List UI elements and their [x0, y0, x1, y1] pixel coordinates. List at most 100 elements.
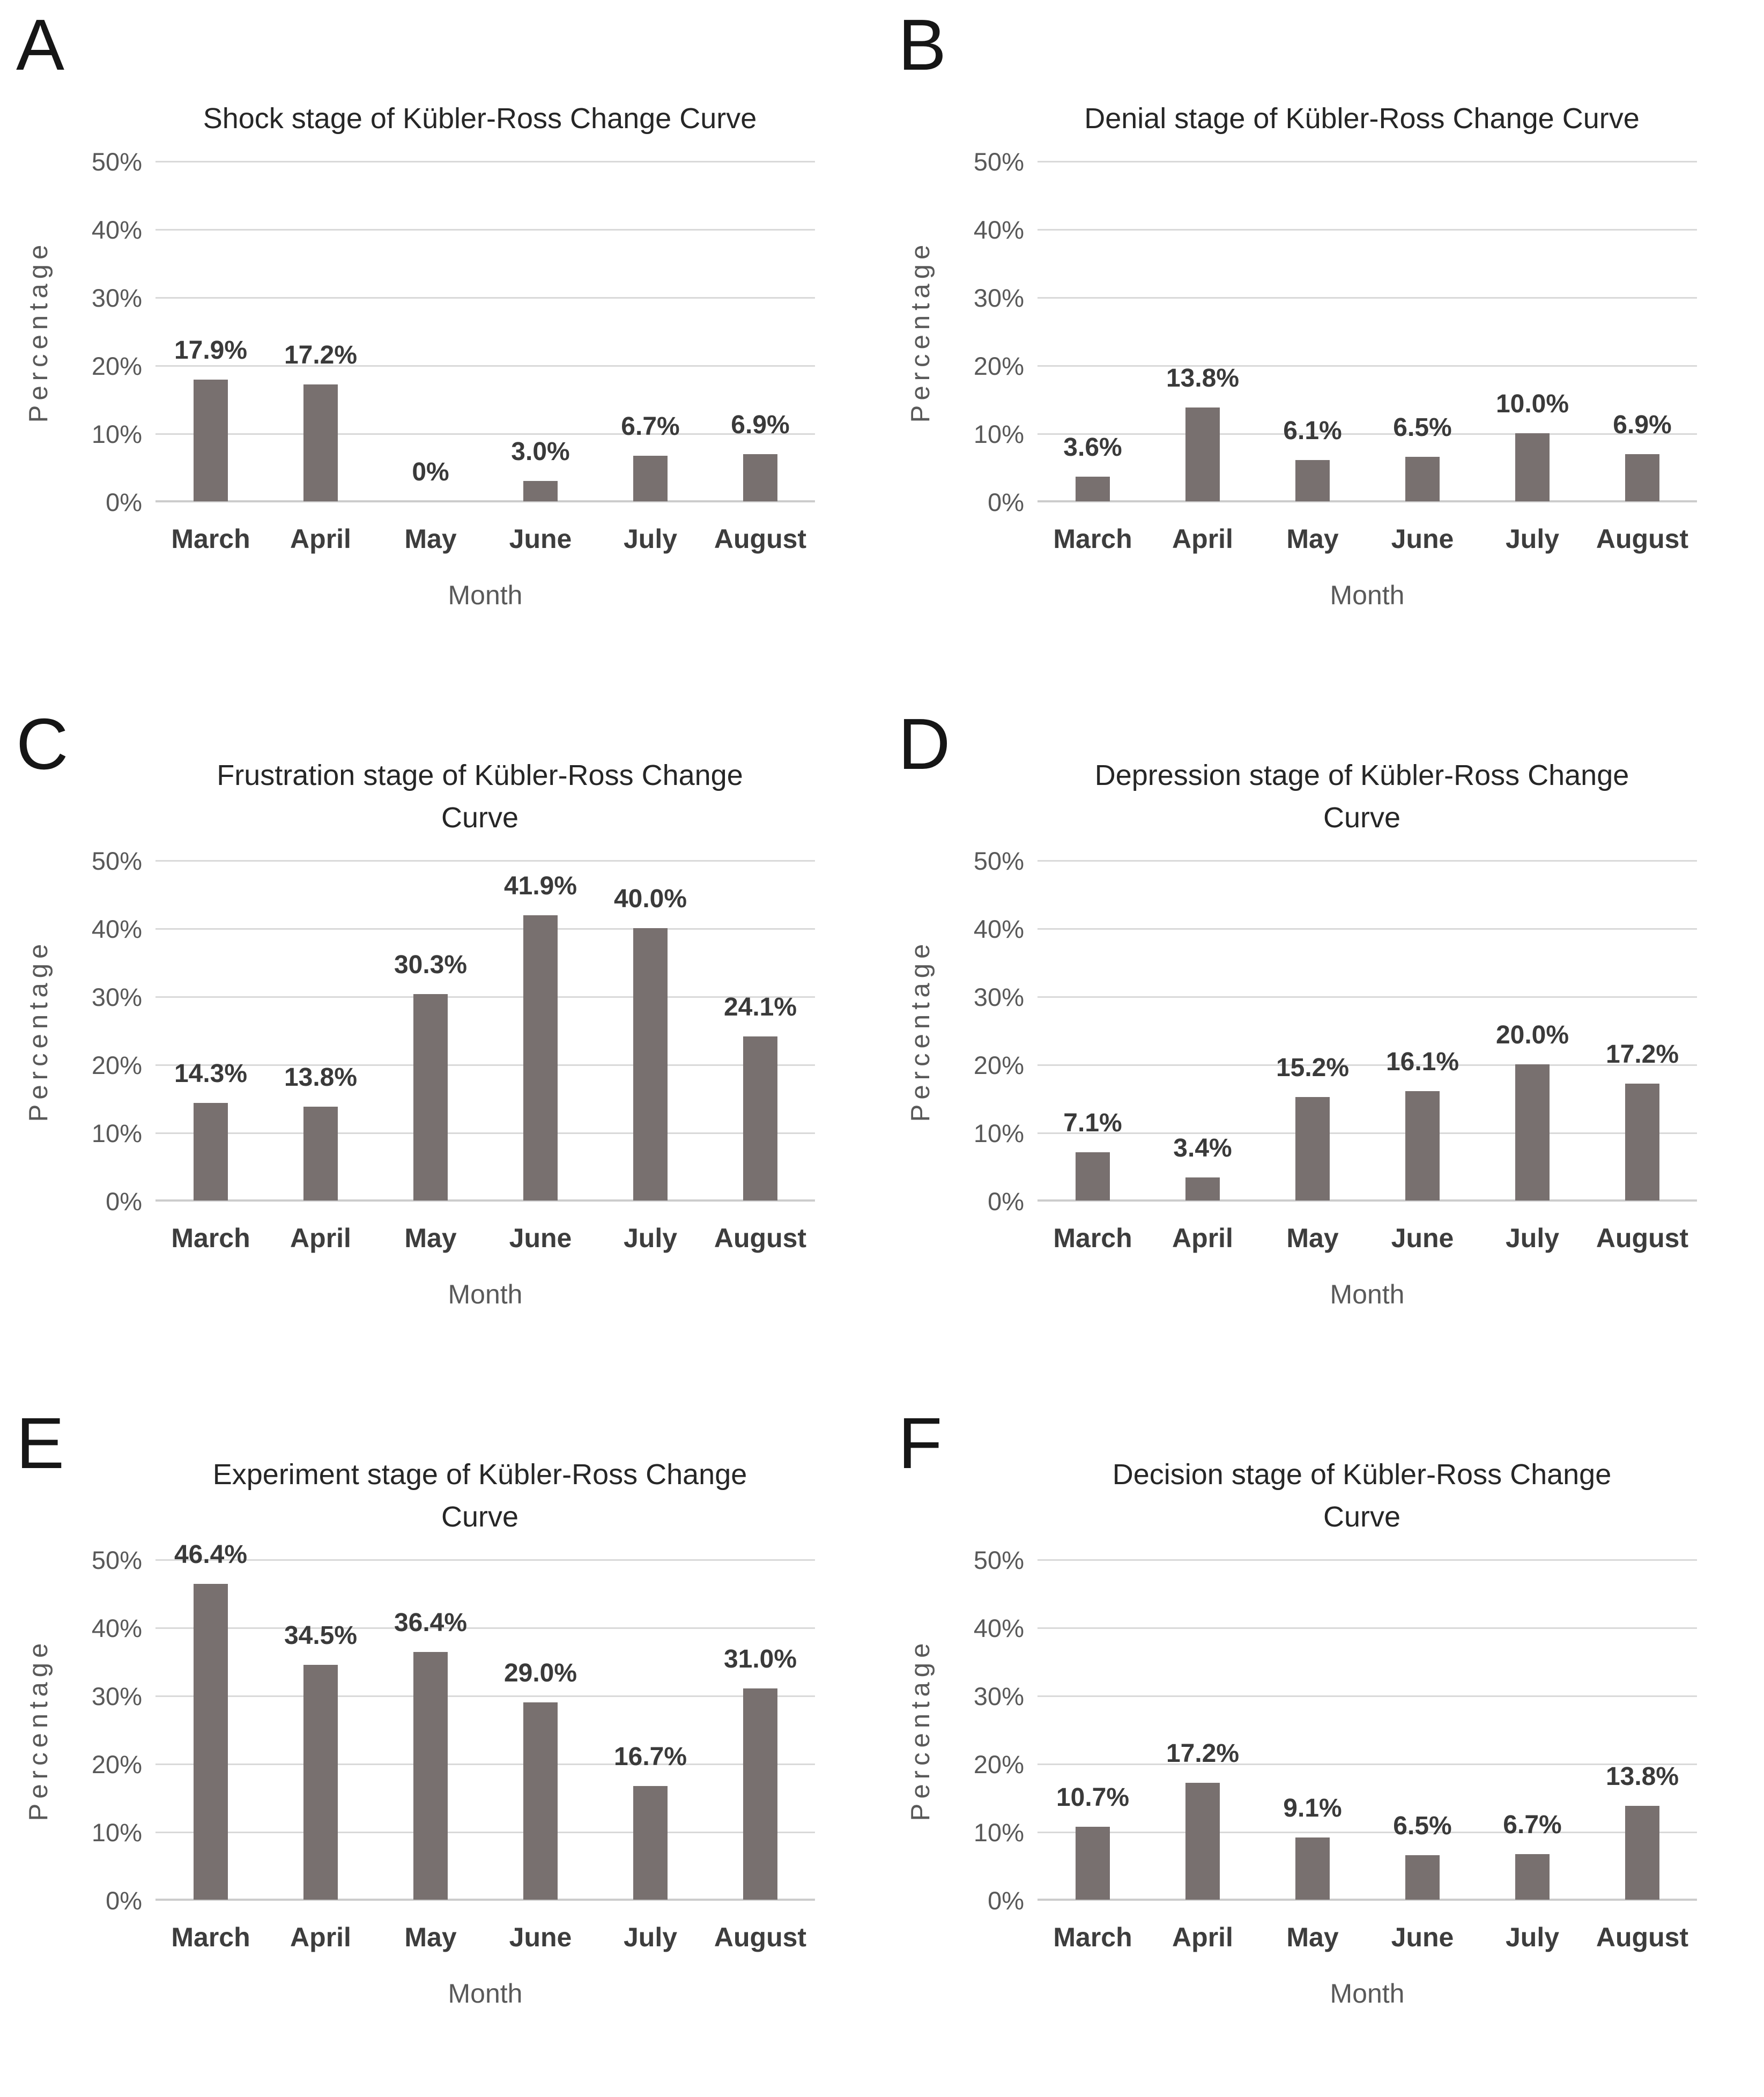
x-tick-label: July [1505, 1223, 1560, 1253]
x-axis-line [1037, 1199, 1697, 1202]
bar-august [743, 1688, 777, 1900]
chart-title: Depression stage of Kübler-Ross Change Cu… [1016, 734, 1708, 839]
y-tick-label: 50% [91, 847, 142, 875]
gridline [1037, 1559, 1697, 1561]
bar-value-label: 6.1% [1283, 417, 1342, 445]
y-tick-label: 10% [973, 1818, 1024, 1847]
bar-value-label: 14.3% [174, 1059, 248, 1088]
x-tick-label: May [1286, 1223, 1339, 1253]
bar-april [1185, 1177, 1220, 1201]
x-tick-label: March [1053, 1922, 1132, 1952]
y-tick-label: 40% [973, 1614, 1024, 1642]
x-tick-label: April [1172, 1922, 1233, 1952]
panel-c: C Frustration stage of Kübler-Ross Change… [0, 699, 882, 1398]
bar-july [633, 456, 668, 501]
x-tick-label: July [623, 524, 678, 554]
gridline [155, 1763, 815, 1765]
x-tick-label: March [1053, 1223, 1132, 1253]
y-tick-label: 0% [988, 1187, 1024, 1216]
y-tick-label: 10% [91, 1119, 142, 1147]
gridline [1037, 433, 1697, 435]
y-tick-label: 50% [973, 847, 1024, 875]
gridline [1037, 860, 1697, 862]
bar-value-label: 17.2% [1605, 1040, 1679, 1069]
bar-value-label: 41.9% [503, 872, 577, 900]
bar-value-label: 15.2% [1276, 1054, 1350, 1082]
gridline [1037, 1132, 1697, 1134]
bar-july [1515, 433, 1550, 501]
bar-july [633, 1786, 668, 1900]
x-tick-label: June [509, 1922, 572, 1952]
gridline [1037, 928, 1697, 930]
x-tick-label: August [714, 524, 807, 554]
chart-title-line: Curve [441, 1500, 519, 1533]
bar-march [194, 1584, 228, 1900]
y-tick-label: 0% [106, 1187, 142, 1216]
y-axis-title: Percentage [906, 1638, 935, 1821]
bar-value-label: 29.0% [503, 1659, 577, 1687]
y-tick-label: 0% [106, 488, 142, 516]
bar-value-label: 24.1% [723, 993, 797, 1021]
x-axis-line [155, 1199, 815, 1202]
gridline [155, 1559, 815, 1561]
x-tick-label: August [1596, 1223, 1689, 1253]
bar-value-label: 17.2% [284, 341, 358, 369]
y-tick-label: 30% [973, 284, 1024, 312]
y-tick-label: 0% [988, 1886, 1024, 1915]
chart-title-line: Curve [1323, 1500, 1401, 1533]
bar-value-label: 3.6% [1063, 433, 1122, 462]
y-tick-label: 40% [91, 915, 142, 943]
chart-title-line: Experiment stage of Kübler-Ross Change [212, 1458, 747, 1491]
plot-area [155, 1559, 815, 1901]
x-tick-label: June [1391, 1922, 1454, 1952]
bar-march [1076, 477, 1110, 501]
chart-title-line: Frustration stage of Kübler-Ross Change [217, 759, 743, 792]
x-tick-label: April [290, 524, 351, 554]
y-tick-label: 50% [973, 147, 1024, 176]
x-axis-title: Month [1330, 1279, 1405, 1309]
bar-april [303, 384, 338, 501]
y-tick-label: 40% [973, 915, 1024, 943]
panel-letter: F [898, 1403, 943, 1484]
bar-april [1185, 407, 1220, 501]
bar-may [413, 994, 448, 1201]
bar-june [523, 1702, 558, 1900]
x-tick-label: March [1053, 524, 1132, 554]
gridline [155, 860, 815, 862]
x-tick-label: August [1596, 1922, 1689, 1952]
bar-value-label: 36.4% [394, 1609, 468, 1637]
bar-july [1515, 1854, 1550, 1900]
chart-title-line: Decision stage of Kübler-Ross Change [1112, 1458, 1612, 1491]
plot-area [155, 860, 815, 1202]
x-tick-label: June [1391, 1223, 1454, 1253]
gridline [155, 161, 815, 162]
bar-value-label: 6.5% [1393, 413, 1452, 442]
chart-title-line: Denial stage of Kübler-Ross Change Curve [1084, 102, 1640, 135]
bar-value-label: 13.8% [1605, 1762, 1679, 1791]
gridline [155, 1132, 815, 1134]
x-tick-label: March [171, 524, 250, 554]
gridline [155, 433, 815, 435]
bar-june [1405, 457, 1440, 501]
y-axis-title: Percentage [906, 240, 935, 423]
x-tick-label: May [404, 1922, 457, 1952]
panel-letter: E [16, 1403, 65, 1484]
bar-value-label: 10.7% [1056, 1783, 1130, 1812]
x-axis-line [1037, 1899, 1697, 1901]
bar-value-label: 6.9% [731, 411, 790, 439]
panel-d: D Depression stage of Kübler-Ross Change C… [882, 699, 1764, 1398]
y-axis-title: Percentage [24, 240, 53, 423]
x-axis-title: Month [448, 580, 523, 610]
panel-letter: A [16, 4, 65, 85]
bar-june [1405, 1855, 1440, 1900]
y-tick-label: 50% [973, 1546, 1024, 1574]
y-tick-label: 0% [988, 488, 1024, 516]
x-tick-label: June [1391, 524, 1454, 554]
plot-area [155, 161, 815, 502]
bar-march [194, 1103, 228, 1201]
chart-title: Shock stage of Kübler-Ross Change Curve [134, 35, 826, 139]
y-tick-label: 20% [91, 1750, 142, 1779]
chart-title: Decision stage of Kübler-Ross Change Curv… [1016, 1433, 1708, 1538]
